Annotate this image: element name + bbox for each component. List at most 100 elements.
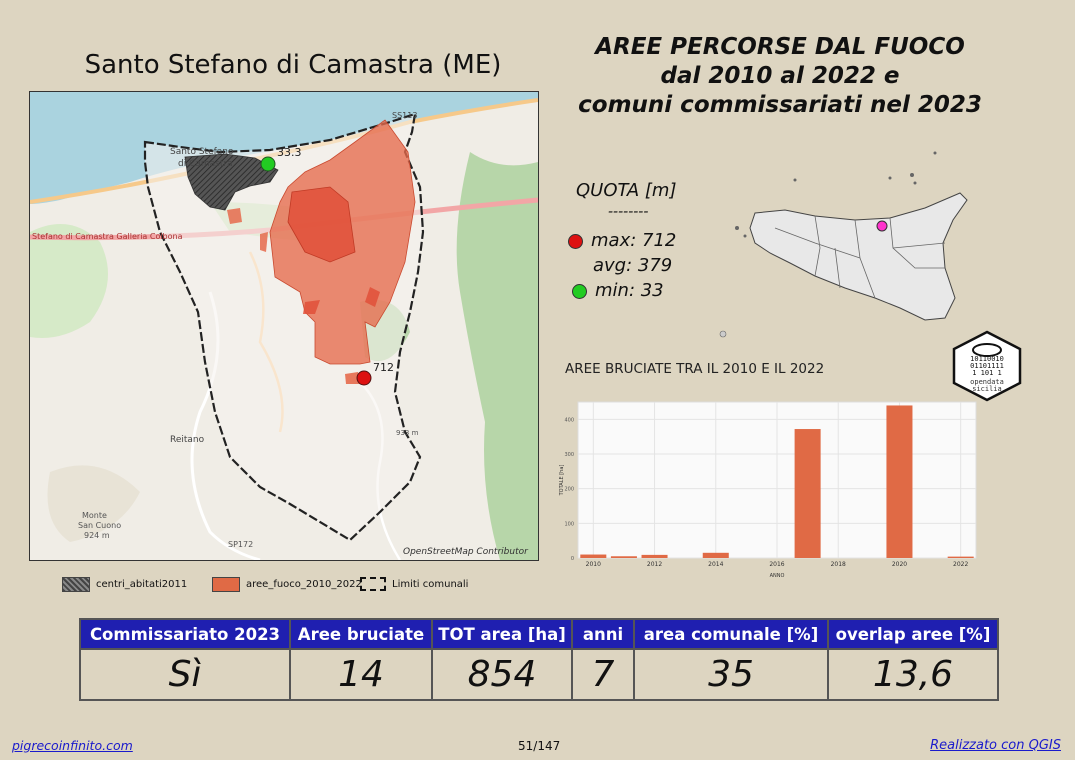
max-marker-label: 712 [373,361,394,374]
green-area-west [30,224,108,338]
stats-value-row: Sì 14 854 7 35 13,6 [79,648,999,701]
opendata-sicilia-logo: 10110010 01101111 1 101 1 opendata sicil… [950,330,1024,402]
quota-min-row: min: 33 [572,280,664,301]
logo-binary-2: 01101111 [970,362,1004,370]
legend-item-urban: centri_abitati2011 [62,577,187,592]
urban-centre-polygon[interactable] [184,153,279,211]
main-title: AREE PERCORSE DAL FUOCO dal 2010 al 2022… [560,33,1000,120]
monte-label-2: San Cuono [78,521,121,530]
legend-label-fire: aree_fuoco_2010_2022 [246,579,362,590]
min-altitude-marker[interactable] [260,156,276,172]
min-marker-label: 33.3 [277,146,302,159]
sicily-locator-map [715,148,975,348]
peak-label: 933 m [396,429,419,437]
chart-title: AREE BRUCIATE TRA IL 2010 E IL 2022 [565,361,825,377]
value-tot-area: 854 [431,648,573,701]
bar-2020 [886,405,913,558]
y-tick-label: 400 [564,417,574,423]
value-anni: 7 [571,648,635,701]
motorway-label: Stefano di Camastra Galleria Colbona [32,232,183,241]
value-aree-bruciate: 14 [289,648,433,701]
municipality-location-marker [876,220,888,232]
y-tick-label: 0 [571,556,574,562]
bar-2014 [702,552,729,558]
main-title-line-2: dal 2010 al 2022 e [660,63,900,89]
footer-qgis-link[interactable]: Realizzato con QGIS [930,738,1061,753]
y-tick-label: 100 [564,521,574,527]
hatched-grey-swatch-icon [62,577,90,592]
burned-area-chart: 0 100 200 300 400 2010 2012 2014 2016 2018 2020 202… [556,398,980,582]
bar-2017 [794,429,821,558]
value-area-comunale: 35 [633,648,829,701]
road-ss113-label: SS113 [392,111,417,120]
island-dot [793,178,797,182]
value-commissariato: Sì [79,648,291,701]
quota-avg: avg: 379 [593,255,673,276]
burned-area-small-2[interactable] [303,300,320,314]
chart-svg: 0 100 200 300 400 2010 2012 2014 2016 2018 2020 202… [559,401,977,579]
header-commissariato: Commissariato 2023 [79,618,291,650]
island-dot [743,234,747,238]
quota-separator: -------- [608,204,649,220]
dashed-boundary-swatch-icon [360,577,386,591]
map-canvas: 33.3 712 Santo Stefano di Camastra SS113… [30,92,538,560]
y-tick-label: 300 [564,452,574,458]
header-anni: anni [571,618,635,650]
map-legend: centri_abitati2011 aree_fuoco_2010_2022 … [62,577,542,597]
town-label-line-2: di Camastra [178,159,233,169]
legend-item-fire: aree_fuoco_2010_2022 [212,577,362,592]
legend-label-boundary: Limiti comunali [392,578,469,590]
quota-title: QUOTA [m] [576,180,677,201]
x-tick-label: 2012 [647,561,662,568]
logo-binary-1: 10110010 [970,355,1004,363]
quota-max-row: max: 712 [568,230,676,251]
logo-binary-3: 1 101 1 [972,369,1002,377]
burned-area-small-5[interactable] [345,372,360,384]
stats-header-row: Commissariato 2023 Aree bruciate TOT are… [79,618,999,650]
value-overlap: 13,6 [827,648,999,701]
burned-area-small-3[interactable] [227,208,242,224]
island-dot [719,330,727,338]
max-dot-icon [568,233,583,249]
legend-item-boundary: Limiti comunali [360,577,468,591]
legend-label-urban: centri_abitati2011 [96,579,188,590]
island-dot [888,176,892,180]
island-dot [910,173,914,177]
max-altitude-marker[interactable] [356,370,372,386]
x-tick-label: 2018 [831,561,846,568]
min-dot-icon [572,283,587,299]
main-title-line-1: AREE PERCORSE DAL FUOCO [595,34,965,60]
x-tick-label: 2014 [708,561,723,568]
page-number: 51/147 [518,739,561,753]
orange-swatch-icon [212,577,240,592]
burned-area-small-1[interactable] [365,287,380,307]
burned-area-small-4[interactable] [260,232,268,252]
map-attribution: OpenStreetMap Contributor [403,547,529,557]
y-tick-label: 200 [564,487,574,493]
quota-max: max: 712 [591,230,677,251]
forest-area-east [456,152,538,560]
municipality-map[interactable]: 33.3 712 Santo Stefano di Camastra SS113… [29,91,539,561]
quota-min: min: 33 [595,280,664,301]
town-label-line-1: Santo Stefano [170,147,234,157]
map-title: Santo Stefano di Camastra (ME) [84,50,502,80]
monte-label-1: Monte [82,511,107,520]
footer-website-link[interactable]: pigrecoinfinito.com [12,738,133,753]
reitano-label: Reitano [170,435,205,445]
sicily-outline [749,192,968,321]
burned-area-core[interactable] [287,186,356,263]
bar-2010 [580,554,607,558]
hill-area [47,465,140,542]
x-axis-label: ANNO [770,573,785,579]
logo-name-2: sicilia [972,385,1002,393]
x-tick-label: 2016 [769,561,784,568]
header-tot-area: TOT area [ha] [431,618,573,650]
bar-2012 [641,554,668,558]
header-aree-bruciate: Aree bruciate [289,618,433,650]
island-dot [735,226,739,230]
stats-table: Commissariato 2023 Aree bruciate TOT are… [79,618,999,701]
island-dot [933,151,937,155]
header-area-comunale: area comunale [%] [633,618,829,650]
monte-label-3: 924 m [84,531,110,540]
logo-name-1: opendata [970,378,1004,386]
